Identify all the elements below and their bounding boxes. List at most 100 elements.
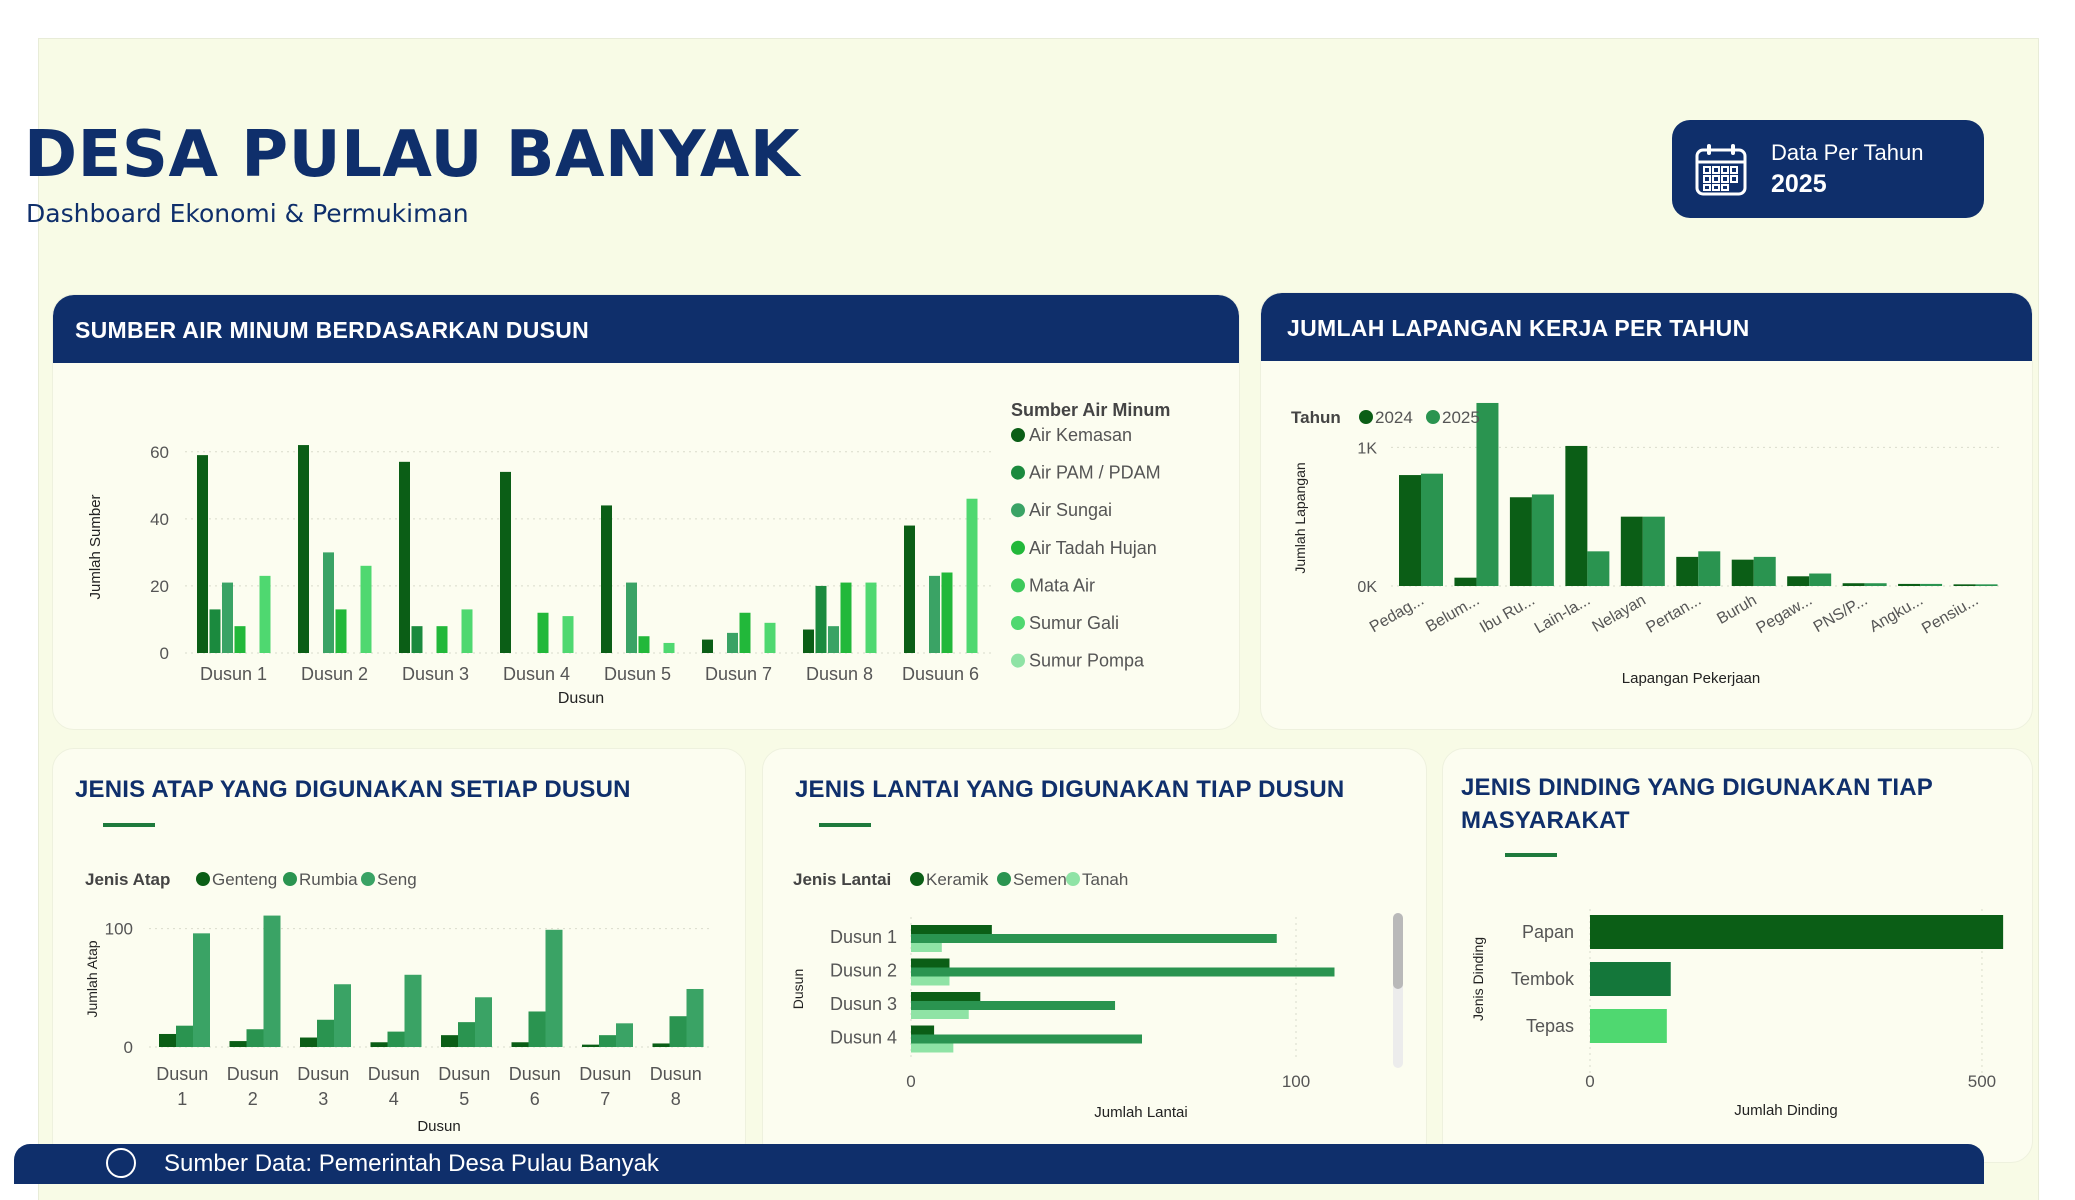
legend-marker [1011,616,1025,630]
card-header: JUMLAH LAPANGAN KERJA PER TAHUN [1261,293,2032,361]
bar [317,1019,334,1047]
bar [458,1022,475,1047]
x-tick-label: Dusun 2 [301,664,368,684]
bar [441,1035,458,1047]
x-tick-label: PNS/P... [1811,592,1871,636]
bar [1920,583,1943,586]
legend-label: Sumur Gali [1029,613,1119,633]
bar [803,629,814,653]
bar [222,582,233,653]
y-tick-label: Dusun 2 [830,961,897,981]
bar [562,616,574,653]
scrollbar-track[interactable] [1393,913,1403,1068]
x-axis-title: Lapangan Pekerjaan [1622,670,1760,687]
x-tick-label: Ibu Ru... [1477,592,1538,637]
bar [259,575,271,653]
bar [638,636,650,653]
x-tick-label: Dusun 8 [650,1064,702,1109]
legend-title: Jenis Atap [85,870,170,889]
title-accent [819,823,871,827]
y-tick-label: 60 [150,443,169,462]
legend-label: Semen [1013,870,1067,889]
floor-type-card: JENIS LANTAI YANG DIGUNAKAN TIAP DUSUN 0… [762,748,1427,1163]
legend-marker [196,872,210,886]
water-source-card: SUMBER AIR MINUM BERDASARKAN DUSUN 0 20 40… [52,294,1240,730]
card-title: JENIS DINDING YANG DIGUNAKAN TIAP MASYAR… [1461,771,1933,837]
bar [1731,559,1754,586]
y-tick-label: 1K [1357,440,1377,457]
bar [840,582,852,653]
legend-marker [361,872,375,886]
bar [387,1031,405,1047]
bar [234,626,246,653]
bar [1864,583,1887,586]
x-tick-label: Dusun 4 [368,1064,420,1109]
bar [1809,573,1832,586]
legend-marker [997,872,1011,886]
x-tick-label: Dusun 8 [806,664,873,684]
card-title: JENIS LANTAI YANG DIGUNAKAN TIAP DUSUN [795,776,1345,803]
x-tick-label: Dusun 2 [227,1064,279,1109]
legend-label: Seng [377,870,417,889]
bar [966,498,978,653]
bar [263,915,281,1047]
legend-label: 2025 [1442,408,1480,427]
x-axis-title: Jumlah Lantai [1094,1104,1187,1121]
bar [911,976,950,986]
title-accent [103,823,155,827]
bar [1421,473,1443,586]
x-tick-label: Belum... [1423,592,1482,636]
legend-label: Sumur Pompa [1029,651,1145,671]
bar [911,958,950,968]
x-tick-label: Angku... [1867,592,1926,636]
bar [197,455,208,653]
x-tick-label: Dusun 1 [200,664,267,684]
floor-type-chart[interactable]: 0 100 Dusun 1 Dusun 2 Dusun 3 Dusun 4 Jumlah L… [763,749,1427,1163]
bar [911,992,981,1001]
bar [1620,516,1643,586]
footer-text: Sumber Data: Pemerintah Desa Pulau Banya… [164,1150,659,1177]
water-source-chart[interactable]: 0 20 40 60 Dusun 1 Dusun 2 Dusun 3 Dusun 4 Dusun… [53,295,1240,730]
footer-bar: Sumber Data: Pemerintah Desa Pulau Banya… [14,1144,1984,1184]
bar [1399,475,1421,586]
bar [1590,915,2004,949]
card-title: SUMBER AIR MINUM BERDASARKAN DUSUN [75,317,590,343]
bar [601,505,612,653]
page-subtitle: Dashboard Ekonomi & Permukiman [26,199,469,228]
year-badge[interactable]: Data Per Tahun 2025 [1672,120,1984,218]
bar [209,609,221,653]
legend-marker [1011,578,1025,593]
wall-type-card: JENIS DINDING YANG DIGUNAKAN TIAP MASYAR… [1442,748,2033,1163]
bar [404,974,422,1047]
y-tick-label: 100 [105,920,133,939]
bar [246,1029,264,1047]
scrollbar-thumb[interactable] [1393,913,1403,989]
page-title: DESA PULAU BANYAK [24,118,800,192]
bar [1787,576,1810,586]
x-tick-label: Dusun 5 [604,664,671,684]
card-title: JENIS ATAP YANG DIGUNAKAN SETIAP DUSUN [75,776,631,803]
legend-marker [1359,410,1373,424]
jobs-chart[interactable]: 0K 1K Pedag...Belum...Ibu Ru...Lain-la...N… [1261,293,2033,730]
bar [475,997,492,1047]
bar [582,1044,599,1047]
y-axis-title: Jumlah Atap [84,940,100,1017]
bar [911,1001,1116,1010]
bar [727,632,738,653]
card-title: JUMLAH LAPANGAN KERJA PER TAHUN [1287,315,1750,341]
bar [739,612,751,653]
bar [828,626,839,653]
card-title-line-1: JENIS DINDING YANG DIGUNAKAN TIAP [1461,774,1933,801]
roof-type-chart[interactable]: 0 100 Dusun 1 Dusun 2 Dusun 3 Dusun 4 Dusun 5 Dusun 6… [53,749,746,1163]
y-tick-label: 0 [160,644,169,663]
x-tick-label: Dusun 7 [705,664,772,684]
bar [335,609,347,653]
wall-type-chart[interactable]: 0 500 Papan Tembok Tepas Jumlah Dinding Jenis … [1443,749,2033,1163]
bar [941,572,953,653]
bar [686,988,704,1047]
bar [911,943,942,952]
x-axis-title: Dusun [558,690,604,707]
x-tick-label: Pegaw... [1754,592,1816,637]
x-tick-label: Lain-la... [1532,592,1594,637]
legend-marker [1011,465,1025,480]
